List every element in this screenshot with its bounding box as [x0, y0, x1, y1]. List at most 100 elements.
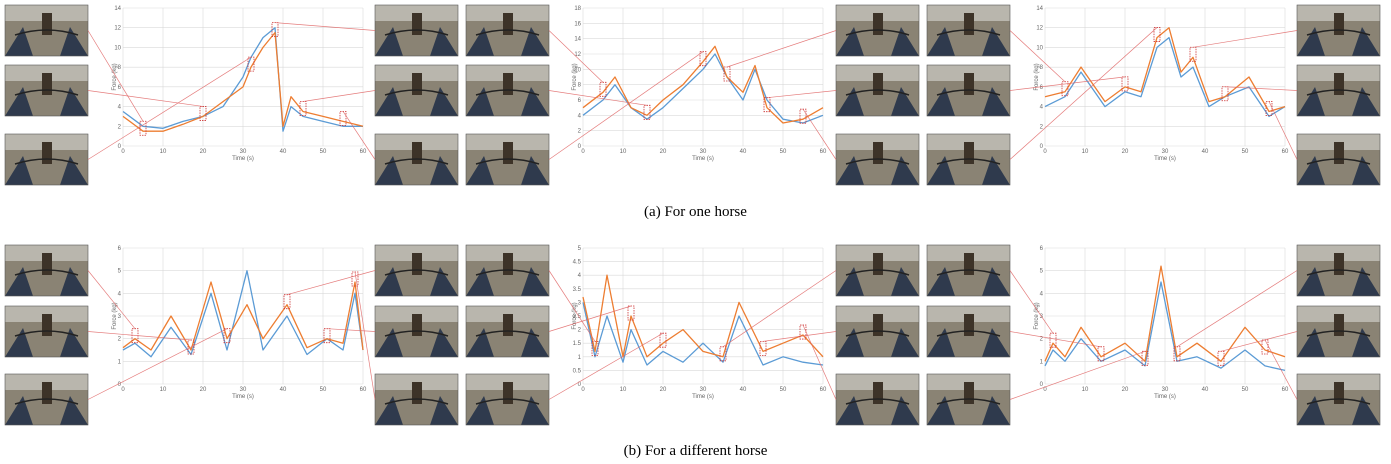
- thumbnail-leg-right: [1352, 87, 1380, 116]
- thumbnail-leg-right: [60, 267, 88, 296]
- y-tick-label: 8: [1040, 65, 1044, 71]
- thumbnail-leg-left: [836, 396, 864, 425]
- y-tick-label: 6: [1040, 246, 1044, 252]
- x-tick-label: 30: [1162, 387, 1169, 393]
- peak-marker: [799, 108, 807, 124]
- thumbnail-horse: [42, 382, 52, 404]
- x-tick-label: 30: [700, 387, 707, 393]
- thumbnail-leg-left: [5, 87, 33, 116]
- x-tick-label: 50: [780, 149, 787, 155]
- x-tick-label: 40: [1202, 387, 1209, 393]
- thumbnail-reins: [14, 89, 79, 96]
- thumbnail-reins: [1306, 29, 1371, 36]
- camera-thumbnail: [1296, 4, 1381, 57]
- series-line-orange: [122, 31, 364, 132]
- thumbnail-reins: [384, 269, 449, 276]
- camera-thumbnail: [374, 373, 459, 426]
- y-axis-label: Force (kg): [572, 63, 578, 90]
- thumbnail-reins: [936, 269, 1001, 276]
- x-axis-label: Time (s): [692, 394, 714, 400]
- peak-connector: [302, 90, 376, 102]
- thumbnail-horse: [42, 142, 52, 164]
- thumbnail-reins: [1306, 330, 1371, 337]
- x-axis-label: Time (s): [692, 156, 714, 162]
- thumbnail-leg-right: [521, 27, 549, 56]
- camera-thumbnail: [1296, 305, 1381, 358]
- x-tick-label: 40: [740, 149, 747, 155]
- thumbnail-reins: [936, 89, 1001, 96]
- thumbnail-horse: [964, 73, 974, 95]
- y-tick-label: 3: [578, 300, 582, 306]
- peak-connector: [802, 108, 837, 160]
- camera-thumbnail: [4, 133, 89, 186]
- caption-a: (a) For one horse: [644, 204, 747, 220]
- peak-connector: [726, 30, 837, 68]
- x-tick-label: 40: [1202, 149, 1209, 155]
- thumbnail-reins: [1306, 398, 1371, 405]
- thumbnail-leg-right: [430, 27, 458, 56]
- thumbnail-reins: [384, 158, 449, 165]
- thumbnail-leg-left: [375, 328, 403, 357]
- thumbnail-leg-right: [1352, 328, 1380, 357]
- thumbnail-horse: [503, 73, 513, 95]
- peak-connector: [1009, 351, 1146, 400]
- series-line-blue: [582, 302, 824, 366]
- thumbnail-leg-right: [1352, 156, 1380, 185]
- thumbnail-leg-left: [5, 328, 33, 357]
- thumbnail-horse: [42, 314, 52, 336]
- thumbnail-leg-right: [60, 328, 88, 357]
- thumbnail-leg-right: [982, 27, 1010, 56]
- thumbnail-leg-left: [375, 156, 403, 185]
- thumbnail-horse: [503, 382, 513, 404]
- peak-connector: [87, 90, 204, 107]
- thumbnail-reins: [936, 158, 1001, 165]
- peak-connector: [87, 328, 228, 400]
- y-tick-label: 14: [574, 37, 581, 43]
- peak-connector: [1264, 339, 1298, 400]
- camera-thumbnail: [1296, 373, 1381, 426]
- thumbnail-leg-left: [1297, 27, 1325, 56]
- thumbnail-horse: [964, 142, 974, 164]
- y-tick-label: 2.5: [573, 314, 582, 320]
- thumbnail-leg-right: [1352, 267, 1380, 296]
- thumbnail-horse: [42, 253, 52, 275]
- x-tick-label: 60: [820, 387, 827, 393]
- thumbnail-leg-right: [430, 328, 458, 357]
- peak-connector: [802, 324, 837, 400]
- thumbnail-leg-right: [521, 267, 549, 296]
- y-tick-label: 0: [578, 144, 582, 150]
- thumbnail-horse: [873, 382, 883, 404]
- x-axis-label: Time (s): [1154, 394, 1176, 400]
- thumbnail-leg-right: [1352, 396, 1380, 425]
- camera-thumbnail: [4, 244, 89, 297]
- peak-connector: [762, 331, 837, 342]
- y-axis-label: Force (kg): [1034, 63, 1040, 90]
- thumbnail-leg-left: [466, 87, 494, 116]
- x-tick-label: 30: [700, 149, 707, 155]
- y-tick-label: 5: [578, 246, 582, 252]
- x-tick-label: 20: [1122, 149, 1129, 155]
- thumbnail-leg-right: [60, 396, 88, 425]
- thumbnail-horse: [412, 314, 422, 336]
- y-tick-label: 2: [578, 129, 582, 135]
- x-tick-label: 0: [1043, 387, 1047, 393]
- y-tick-label: 18: [574, 6, 581, 12]
- thumbnail-horse: [964, 382, 974, 404]
- y-tick-label: 12: [114, 26, 121, 32]
- thumbnail-leg-right: [891, 396, 919, 425]
- thumbnail-horse: [42, 13, 52, 35]
- thumbnail-leg-left: [375, 396, 403, 425]
- thumbnail-leg-left: [927, 27, 955, 56]
- thumbnail-leg-right: [430, 87, 458, 116]
- x-tick-label: 60: [1282, 149, 1289, 155]
- x-tick-label: 0: [1043, 149, 1047, 155]
- thumbnail-reins: [384, 89, 449, 96]
- thumbnail-reins: [1306, 89, 1371, 96]
- camera-thumbnail: [835, 133, 920, 186]
- thumbnail-leg-left: [1297, 396, 1325, 425]
- y-tick-label: 10: [574, 67, 581, 73]
- thumbnail-reins: [845, 269, 910, 276]
- peak-connector: [548, 51, 704, 160]
- thumbnail-leg-left: [375, 27, 403, 56]
